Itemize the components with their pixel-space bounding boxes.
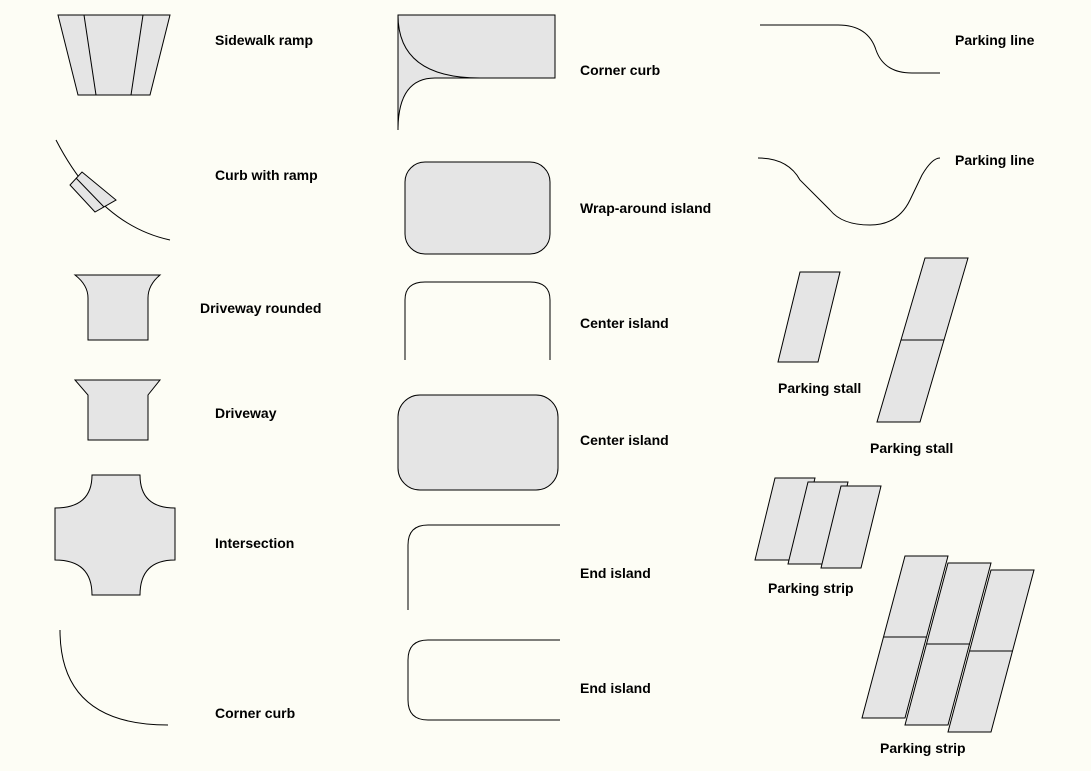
corner-curb-filled-shape — [396, 13, 557, 132]
curb-with-ramp-label: Curb with ramp — [215, 167, 318, 183]
intersection-shape — [53, 473, 177, 597]
end-island-2-label: End island — [580, 680, 651, 696]
driveway-label: Driveway — [215, 405, 276, 421]
intersection-label: Intersection — [215, 535, 294, 551]
parking-stall-single-label: Parking stall — [778, 380, 861, 396]
corner-curb-empty-label: Corner curb — [215, 705, 295, 721]
diagram-canvas: Sidewalk ramp Curb with ramp Driveway roun… — [0, 0, 1091, 771]
sidewalk-ramp-label: Sidewalk ramp — [215, 32, 313, 48]
parking-stall-double-label: Parking stall — [870, 440, 953, 456]
end-island-1-shape — [406, 523, 562, 612]
wrap-around-island-label: Wrap-around island — [580, 200, 711, 216]
parking-stall-single-shape — [776, 270, 842, 364]
parking-strip-3-label: Parking strip — [768, 580, 854, 596]
center-island-open-label: Center island — [580, 315, 669, 331]
driveway-rounded-shape — [73, 273, 162, 342]
parking-stall-double-shape — [875, 256, 970, 424]
parking-line-1-shape — [758, 23, 942, 75]
corner-curb-filled-label: Corner curb — [580, 62, 660, 78]
parking-line-2-label: Parking line — [955, 152, 1034, 168]
center-island-filled-label: Center island — [580, 432, 669, 448]
center-island-open-shape — [403, 280, 552, 362]
corner-curb-empty-shape — [58, 628, 170, 727]
parking-line-2-shape — [756, 156, 942, 227]
sidewalk-ramp-shape — [56, 13, 172, 97]
parking-strip-6-label: Parking strip — [880, 740, 966, 756]
driveway-rounded-label: Driveway rounded — [200, 300, 321, 316]
parking-strip-6-shape — [860, 554, 1036, 734]
parking-line-1-label: Parking line — [955, 32, 1034, 48]
end-island-2-shape — [406, 638, 562, 722]
end-island-1-label: End island — [580, 565, 651, 581]
center-island-filled-shape — [396, 393, 560, 492]
curb-with-ramp-shape — [54, 138, 172, 242]
driveway-shape — [73, 378, 162, 442]
wrap-around-island-shape — [403, 160, 552, 256]
